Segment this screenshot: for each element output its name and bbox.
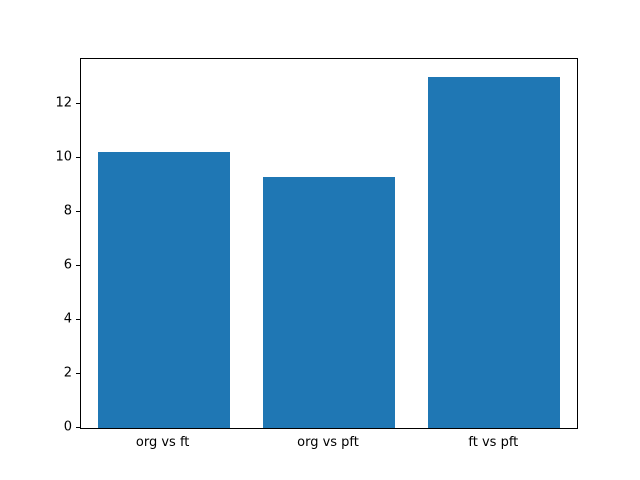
y-tick-mark bbox=[76, 102, 80, 104]
y-tick-label: 4 bbox=[63, 311, 72, 327]
y-tick-label: 12 bbox=[55, 95, 72, 111]
y-tick-label: 6 bbox=[63, 257, 72, 273]
plot-area bbox=[80, 58, 578, 429]
y-tick-mark bbox=[76, 372, 80, 374]
y-tick-mark bbox=[76, 210, 80, 212]
y-tick-mark bbox=[76, 318, 80, 320]
bar-org-vs-ft bbox=[97, 152, 230, 428]
y-tick-mark bbox=[76, 264, 80, 266]
x-tick-label-org-vs-pft: org vs pft bbox=[297, 435, 359, 450]
bar-org-vs-pft bbox=[262, 176, 396, 428]
y-tick-mark bbox=[76, 427, 80, 428]
y-tick-mark bbox=[76, 156, 80, 158]
y-tick-label: 0 bbox=[63, 419, 72, 435]
x-tick-label-ft-vs-pft: ft vs pft bbox=[468, 435, 519, 450]
x-tick-label-org-vs-ft: org vs ft bbox=[135, 435, 190, 450]
y-tick-label: 8 bbox=[63, 203, 72, 219]
y-tick-label: 10 bbox=[55, 149, 72, 165]
bar-ft-vs-pft bbox=[428, 76, 561, 428]
y-tick-label: 2 bbox=[63, 365, 72, 381]
